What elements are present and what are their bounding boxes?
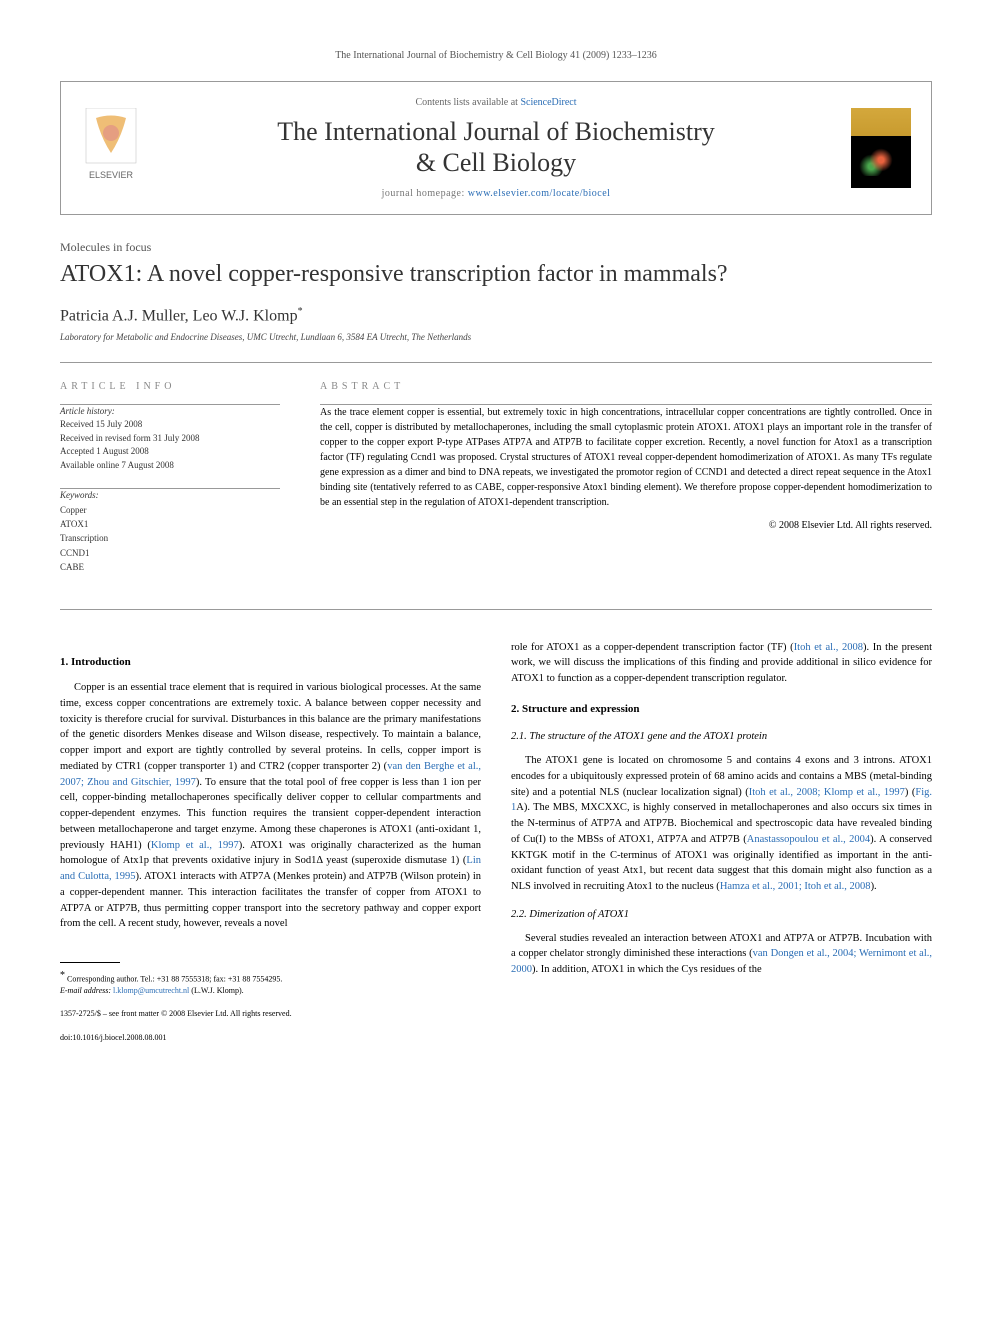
corresponding-footnote: * Corresponding author. Tel.: +31 88 755… [60,969,481,996]
subsection-heading: 2.2. Dimerization of ATOX1 [511,907,932,923]
body-paragraph: The ATOX1 gene is located on chromosome … [511,753,932,895]
elsevier-logo: ELSEVIER [81,108,141,188]
footnote-text: Corresponding author. Tel.: +31 88 75553… [67,975,282,984]
abstract-copyright: © 2008 Elsevier Ltd. All rights reserved… [320,520,932,531]
footnote-separator [60,962,120,963]
left-column: 1. Introduction Copper is an essential t… [60,640,481,1045]
authors: Patricia A.J. Muller, Leo W.J. Klomp* [60,306,932,325]
received-date: Received 15 July 2008 [60,418,280,432]
citation-link[interactable]: Itoh et al., 2008 [794,642,863,653]
citation-link[interactable]: Klomp et al., 1997 [151,840,239,851]
journal-cover-thumbnail [851,108,911,188]
footnote-marker: * [60,970,65,981]
keyword: ATOX1 [60,517,280,531]
email-name: (L.W.J. Klomp). [189,986,243,995]
citation-link[interactable]: Hamza et al., 2001; Itoh et al., 2008 [720,881,871,892]
accepted-date: Accepted 1 August 2008 [60,445,280,459]
right-column: role for ATOX1 as a copper-dependent tra… [511,640,932,1045]
keyword: Copper [60,503,280,517]
running-head: The International Journal of Biochemistr… [60,50,932,61]
body-columns: 1. Introduction Copper is an essential t… [60,640,932,1045]
keywords-label: Keywords: [60,489,280,503]
citation-link[interactable]: Itoh et al., 2008; Klomp et al., 1997 [749,787,905,798]
keyword: CABE [60,560,280,574]
keyword: CCND1 [60,546,280,560]
article-info-column: ARTICLE INFO Article history: Received 1… [60,381,280,591]
keywords-list: Copper ATOX1 Transcription CCND1 CABE [60,503,280,575]
journal-name-line1: The International Journal of Biochemistr… [141,116,851,147]
homepage-label: journal homepage: [382,188,468,199]
article-title: ATOX1: A novel copper-responsive transcr… [60,261,932,288]
journal-name-line2: & Cell Biology [141,147,851,178]
journal-header: ELSEVIER Contents lists available at Sci… [60,81,932,215]
abstract-heading: ABSTRACT [320,381,932,392]
section-heading-intro: 1. Introduction [60,654,481,671]
page: The International Journal of Biochemistr… [0,0,992,1094]
body-paragraph: Copper is an essential trace element tha… [60,680,481,932]
citation-link[interactable]: Anastassopoulou et al., 2004 [747,834,870,845]
body-paragraph: Several studies revealed an interaction … [511,931,932,978]
subsection-heading: 2.1. The structure of the ATOX1 gene and… [511,729,932,745]
keyword: Transcription [60,531,280,545]
body-paragraph: role for ATOX1 as a copper-dependent tra… [511,640,932,687]
affiliation: Laboratory for Metabolic and Endocrine D… [60,332,932,342]
sciencedirect-link[interactable]: ScienceDirect [520,97,576,108]
abstract-text: As the trace element copper is essential… [320,405,932,510]
revised-date: Received in revised form 31 July 2008 [60,432,280,446]
corresponding-marker: * [298,306,303,317]
online-date: Available online 7 August 2008 [60,459,280,473]
divider [60,609,932,610]
svg-text:ELSEVIER: ELSEVIER [89,170,134,180]
abstract-column: ABSTRACT As the trace element copper is … [320,381,932,591]
article-type: Molecules in focus [60,240,932,255]
homepage-link[interactable]: www.elsevier.com/locate/biocel [468,188,611,199]
journal-name: The International Journal of Biochemistr… [141,116,851,178]
author-names: Patricia A.J. Muller, Leo W.J. Klomp [60,308,298,325]
contents-line: Contents lists available at ScienceDirec… [141,97,851,108]
email-link[interactable]: l.klomp@umcutrecht.nl [113,986,189,995]
email-label: E-mail address: [60,986,113,995]
footer-doi: doi:10.1016/j.biocel.2008.08.001 [60,1032,481,1044]
section-heading-structure: 2. Structure and expression [511,701,932,718]
homepage-line: journal homepage: www.elsevier.com/locat… [141,188,851,199]
footer-copyright: 1357-2725/$ – see front matter © 2008 El… [60,1008,481,1020]
contents-text: Contents lists available at [415,97,520,108]
history-label: Article history: [60,405,280,419]
article-info-heading: ARTICLE INFO [60,381,280,392]
